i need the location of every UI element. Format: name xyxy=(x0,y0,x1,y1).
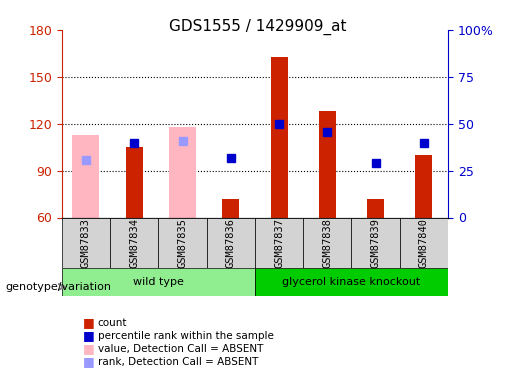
Bar xyxy=(126,147,143,218)
Text: GSM87839: GSM87839 xyxy=(371,218,381,268)
Text: GSM87833: GSM87833 xyxy=(81,218,91,268)
Bar xyxy=(367,199,384,217)
Text: GSM87834: GSM87834 xyxy=(129,218,139,268)
Text: ■: ■ xyxy=(82,342,94,355)
Bar xyxy=(303,217,351,268)
Bar xyxy=(270,57,287,217)
Text: ■: ■ xyxy=(82,356,94,368)
Bar xyxy=(351,217,400,268)
Text: GSM87838: GSM87838 xyxy=(322,218,332,268)
Text: GSM87836: GSM87836 xyxy=(226,218,236,268)
Bar xyxy=(207,217,255,268)
Bar xyxy=(400,217,448,268)
Text: value, Detection Call = ABSENT: value, Detection Call = ABSENT xyxy=(98,344,263,354)
Text: count: count xyxy=(98,318,127,327)
Bar xyxy=(169,127,196,218)
Bar xyxy=(222,199,239,217)
Text: GSM87837: GSM87837 xyxy=(274,218,284,268)
Bar xyxy=(159,217,207,268)
Bar xyxy=(110,217,159,268)
Bar xyxy=(255,217,303,268)
Text: percentile rank within the sample: percentile rank within the sample xyxy=(98,331,274,340)
Text: ■: ■ xyxy=(82,316,94,329)
Text: GSM87835: GSM87835 xyxy=(178,218,187,268)
Bar xyxy=(73,135,99,218)
Bar xyxy=(62,268,255,296)
Bar xyxy=(319,111,336,218)
Text: GDS1555 / 1429909_at: GDS1555 / 1429909_at xyxy=(169,19,346,35)
Text: rank, Detection Call = ABSENT: rank, Detection Call = ABSENT xyxy=(98,357,258,367)
Bar xyxy=(62,217,110,268)
Text: glycerol kinase knockout: glycerol kinase knockout xyxy=(282,277,421,287)
Text: wild type: wild type xyxy=(133,277,184,287)
Text: ■: ■ xyxy=(82,329,94,342)
Bar xyxy=(416,155,433,218)
Bar xyxy=(255,268,448,296)
Text: genotype/variation: genotype/variation xyxy=(5,282,111,292)
Text: GSM87840: GSM87840 xyxy=(419,218,429,268)
